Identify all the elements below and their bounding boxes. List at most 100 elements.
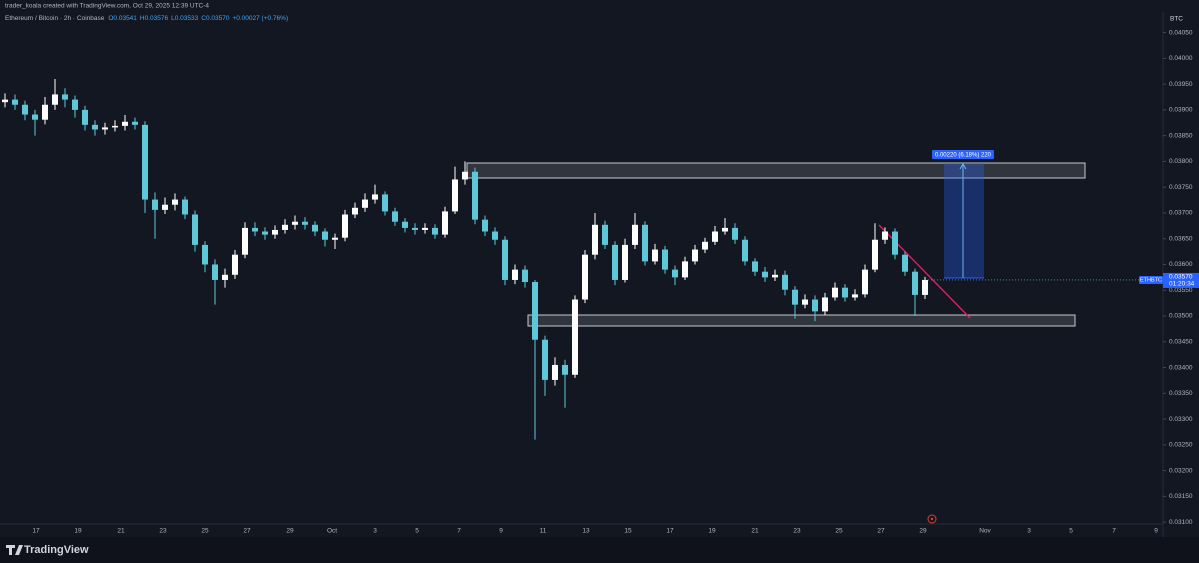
candle-body xyxy=(202,244,208,265)
x-tick-label: 11 xyxy=(540,528,547,535)
candle-body xyxy=(892,231,898,255)
y-tick-label: 0.03700 xyxy=(1169,210,1193,217)
candle-body xyxy=(182,199,188,215)
candle-body xyxy=(532,282,538,340)
candle-body xyxy=(812,299,818,312)
ohlc-open: O0.03541 xyxy=(108,15,137,22)
candle-body xyxy=(62,94,68,100)
candle-body xyxy=(82,109,88,125)
x-tick-label: 29 xyxy=(286,528,294,535)
y-tick-label: 0.03650 xyxy=(1169,235,1193,242)
price-tag: 0.03570 xyxy=(1169,274,1193,281)
x-tick-label: Nov xyxy=(979,528,991,535)
x-tick-label: 23 xyxy=(159,528,167,535)
x-tick-label: 5 xyxy=(415,528,419,535)
x-tick-label: 19 xyxy=(708,528,716,535)
symbol-name: Ethereum / Bitcoin · 2h · Coinbase xyxy=(5,15,105,22)
ohlc-close: C0.03570 xyxy=(201,15,230,22)
candle-body xyxy=(602,224,608,245)
candle-body xyxy=(432,227,438,235)
candle-body xyxy=(722,227,728,232)
currency-label: BTC xyxy=(1170,16,1183,23)
candle-body xyxy=(112,125,118,128)
x-tick-label: 29 xyxy=(919,528,927,535)
candle-body xyxy=(282,224,288,230)
x-tick-label: 9 xyxy=(499,528,503,535)
x-tick-label: 5 xyxy=(1069,528,1073,535)
x-tick-label: 27 xyxy=(243,528,251,535)
candle-body xyxy=(882,231,888,240)
candle-body xyxy=(142,124,148,200)
candle-body xyxy=(382,194,388,212)
x-tick-label: 19 xyxy=(74,528,82,535)
candle-body xyxy=(842,287,848,298)
y-tick-label: 0.03900 xyxy=(1169,107,1193,114)
y-tick-label: 0.03950 xyxy=(1169,81,1193,88)
x-tick-label: 27 xyxy=(877,528,885,535)
y-tick-label: 0.03200 xyxy=(1169,467,1193,474)
y-tick-label: 0.03500 xyxy=(1169,313,1193,320)
candle-body xyxy=(502,239,508,280)
y-tick-label: 0.03800 xyxy=(1169,158,1193,165)
candle-body xyxy=(542,339,548,380)
candle-body xyxy=(352,207,358,215)
candle-body xyxy=(732,227,738,240)
candle-body xyxy=(862,269,868,295)
y-tick-label: 0.03100 xyxy=(1169,519,1193,526)
candle-body xyxy=(342,214,348,238)
candle-body xyxy=(262,231,268,235)
candle-body xyxy=(252,227,258,232)
candle-body xyxy=(512,269,518,280)
brand-name: TradingView xyxy=(24,544,89,556)
y-tick-label: 0.03400 xyxy=(1169,364,1193,371)
candle-body xyxy=(472,171,478,220)
x-tick-label: 7 xyxy=(457,528,461,535)
candle-body xyxy=(552,364,558,380)
candle-body xyxy=(152,199,158,210)
candle-body xyxy=(912,271,918,295)
candle-body xyxy=(32,114,38,120)
candle-body xyxy=(52,94,58,105)
candle-body xyxy=(782,274,788,290)
candle-body xyxy=(192,214,198,245)
candle-body xyxy=(442,211,448,235)
attribution: trader_koala created with TradingView.co… xyxy=(5,3,209,10)
candle-body xyxy=(702,241,708,250)
candle-body xyxy=(122,121,128,126)
brand-logo xyxy=(6,545,23,555)
x-tick-label: 21 xyxy=(117,528,125,535)
footer-bar xyxy=(0,537,1199,563)
y-tick-label: 0.03300 xyxy=(1169,416,1193,423)
x-tick-label: 21 xyxy=(751,528,759,535)
support-zone xyxy=(527,314,1076,327)
candle-body xyxy=(562,364,568,375)
y-tick-label: 0.03350 xyxy=(1169,390,1193,397)
candle-body xyxy=(612,244,618,280)
candle-body xyxy=(302,221,308,225)
ohlc-change: +0.00027 (+0.76%) xyxy=(232,15,288,22)
x-tick-label: 25 xyxy=(201,528,209,535)
position-label: 0.00220 (6.18%) 220 xyxy=(935,153,992,159)
x-tick-label: 15 xyxy=(624,528,632,535)
candle-body xyxy=(322,231,328,240)
candle-body xyxy=(292,221,298,225)
x-tick-label: Oct xyxy=(327,528,337,535)
candle-body xyxy=(582,254,588,300)
candles xyxy=(2,78,928,440)
candle-body xyxy=(102,127,108,130)
candle-body xyxy=(772,274,778,278)
candle-body xyxy=(902,254,908,272)
y-tick-label: 0.03450 xyxy=(1169,338,1193,345)
candle-body xyxy=(622,244,628,280)
symbol-tag-box xyxy=(1139,275,1163,284)
candle-body xyxy=(212,264,218,280)
candle-body xyxy=(832,287,838,298)
candle-body xyxy=(92,124,98,130)
candle-body xyxy=(402,221,408,228)
x-tick-label: 25 xyxy=(835,528,843,535)
candle-body xyxy=(222,274,228,280)
candle-body xyxy=(662,249,668,270)
candle-body xyxy=(272,229,278,235)
y-tick-label: 0.03750 xyxy=(1169,184,1193,191)
candle-body xyxy=(232,254,238,275)
